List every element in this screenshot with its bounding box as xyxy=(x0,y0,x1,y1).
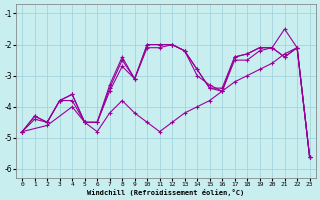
X-axis label: Windchill (Refroidissement éolien,°C): Windchill (Refroidissement éolien,°C) xyxy=(87,189,244,196)
